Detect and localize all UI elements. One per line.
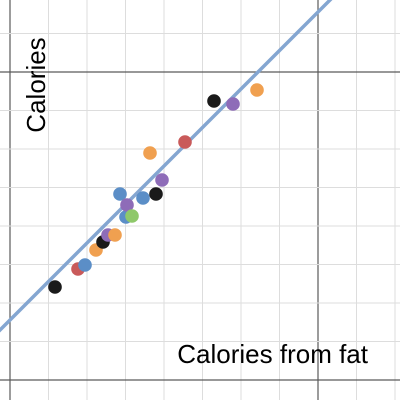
x-axis-label: Calories from fat (177, 339, 368, 369)
trend-line (0, 0, 333, 333)
data-point (125, 209, 139, 223)
data-point (108, 228, 122, 242)
data-point (178, 135, 192, 149)
data-point (207, 94, 221, 108)
data-point (136, 191, 150, 205)
data-points (48, 83, 264, 294)
y-axis-label: Calories (21, 37, 51, 132)
data-point (250, 83, 264, 97)
data-point (226, 97, 240, 111)
data-point (120, 198, 134, 212)
data-point (143, 146, 157, 160)
data-point (113, 187, 127, 201)
data-point (155, 173, 169, 187)
data-point (78, 258, 92, 272)
trend-line-group (0, 0, 333, 333)
data-point (149, 187, 163, 201)
data-point (48, 280, 62, 294)
